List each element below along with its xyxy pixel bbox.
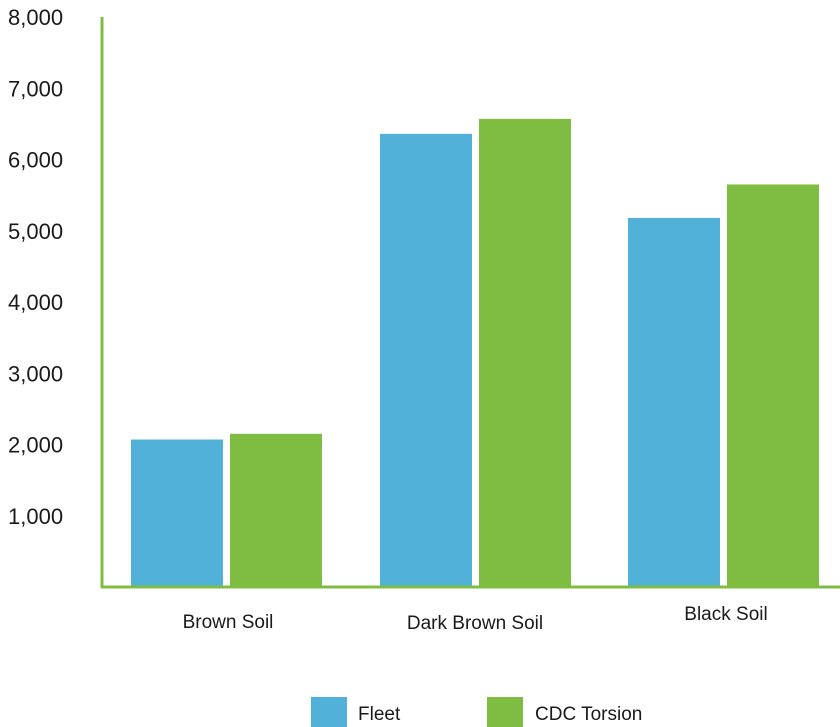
bar-fleet-brown-soil [131,439,223,587]
x-category-label: Black Soil [684,604,767,625]
y-tick-label: 4,000 [8,290,63,315]
legend-label: CDC Torsion [535,704,642,725]
bar-cdc-torsion-brown-soil [230,433,322,587]
y-tick-label: 6,000 [8,148,63,173]
bar-cdc-torsion-black-soil [727,184,819,587]
x-category-label: Brown Soil [183,612,274,633]
y-tick-label: 2,000 [8,433,63,458]
x-category-label: Dark Brown Soil [407,613,543,634]
bar-fleet-dark-brown-soil [380,133,472,587]
bars [131,118,819,588]
category-labels: Brown Soil Dark Brown Soil Black Soil [183,604,768,634]
y-axis-ticks: 1,000 2,000 3,000 4,000 5,000 6,000 7,000 8,000 [8,5,63,529]
bar-cdc-torsion-dark-brown-soil [479,118,571,587]
y-tick-label: 8,000 [8,5,63,30]
legend-swatch-cdc-torsion [487,697,523,727]
y-tick-label: 1,000 [8,504,63,529]
legend-swatch-fleet [311,697,347,727]
legend-label: Fleet [358,704,401,725]
y-tick-label: 5,000 [8,219,63,244]
y-tick-label: 7,000 [8,76,63,101]
legend: Fleet CDC Torsion [311,697,642,727]
bar-fleet-black-soil [628,217,720,588]
y-tick-label: 3,000 [8,361,63,386]
